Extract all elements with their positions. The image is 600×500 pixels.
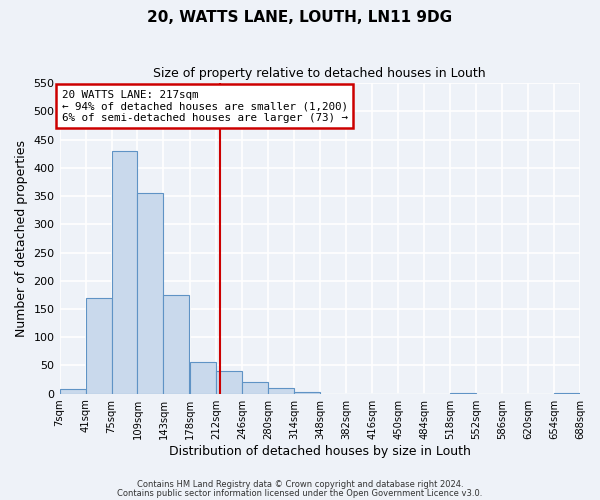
Bar (112, 151, 137, 394)
Text: 20 WATTS LANE: 217sqm
← 94% of detached houses are smaller (1,200)
6% of semi-de: 20 WATTS LANE: 217sqm ← 94% of detached … (62, 90, 348, 123)
X-axis label: Distribution of detached houses by size in Louth: Distribution of detached houses by size … (169, 444, 471, 458)
Text: 20, WATTS LANE, LOUTH, LN11 9DG: 20, WATTS LANE, LOUTH, LN11 9DG (148, 10, 452, 25)
Bar (242, 382, 268, 394)
Bar (268, 388, 294, 394)
Bar (554, 392, 580, 394)
Text: Contains HM Land Registry data © Crown copyright and database right 2024.: Contains HM Land Registry data © Crown c… (137, 480, 463, 489)
Text: Contains public sector information licensed under the Open Government Licence v3: Contains public sector information licen… (118, 489, 482, 498)
Bar (190, 362, 216, 394)
Title: Size of property relative to detached houses in Louth: Size of property relative to detached ho… (154, 68, 486, 80)
Bar (59, 389, 86, 394)
Bar (86, 298, 112, 394)
Bar (163, 295, 190, 394)
Bar (137, 193, 163, 394)
Bar (294, 392, 320, 394)
Bar (450, 392, 476, 394)
Bar (216, 371, 242, 394)
Y-axis label: Number of detached properties: Number of detached properties (15, 140, 28, 337)
